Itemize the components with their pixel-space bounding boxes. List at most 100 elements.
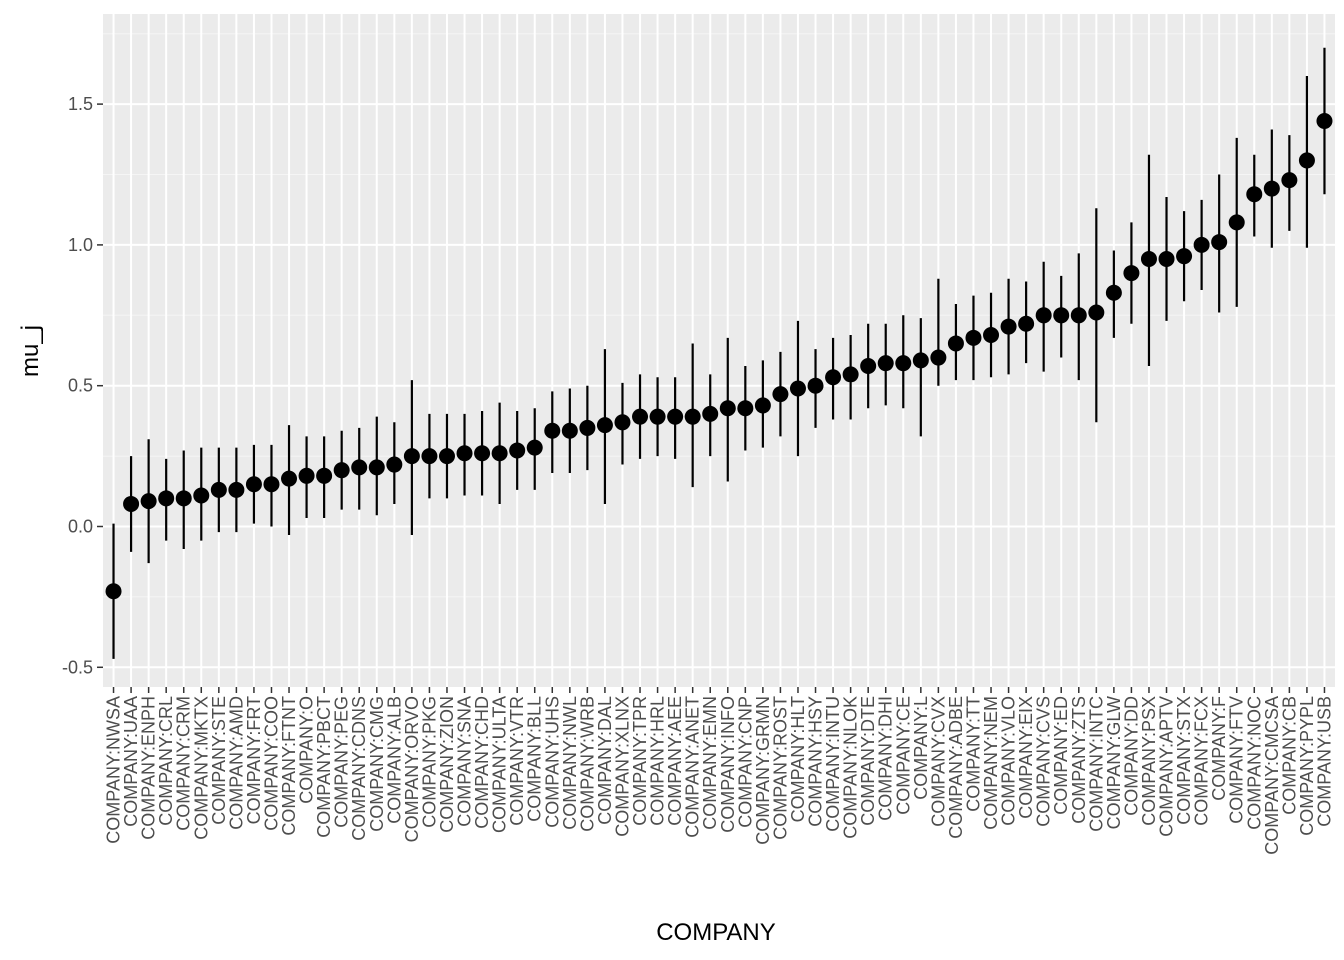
x-tick-label: COMPANY:INFO <box>718 696 738 833</box>
x-tick-label: COMPANY:TPR <box>630 696 650 826</box>
x-tick-label: COMPANY:APTV <box>1157 696 1177 837</box>
x-tick-label: COMPANY:COO <box>261 696 281 831</box>
data-point <box>789 380 806 397</box>
data-point <box>333 462 350 479</box>
plot-panel <box>103 14 1335 687</box>
data-point <box>298 467 315 484</box>
x-tick-label: COMPANY:XLNX <box>612 696 632 837</box>
x-tick-label: COMPANY:ED <box>1051 696 1071 815</box>
data-point <box>1105 284 1122 301</box>
x-tick-label: COMPANY:PEG <box>332 696 352 828</box>
data-point <box>772 386 789 403</box>
data-point <box>1053 307 1070 324</box>
major-gridlines <box>103 14 1335 687</box>
y-tick-label: 1.5 <box>68 94 93 114</box>
data-point <box>474 445 491 462</box>
data-point <box>1316 113 1333 130</box>
data-point <box>1158 250 1175 267</box>
data-point <box>1246 186 1263 203</box>
x-tick-label: COMPANY:ZION <box>437 696 457 833</box>
data-point <box>860 357 877 374</box>
data-point <box>895 355 912 372</box>
x-tick-label: COMPANY:DHI <box>876 696 896 821</box>
data-point <box>1000 318 1017 335</box>
data-point <box>1035 307 1052 324</box>
data-point <box>807 377 824 394</box>
x-tick-label: COMPANY:HRL <box>648 696 668 826</box>
y-tick-label: -0.5 <box>62 657 93 677</box>
data-points <box>105 113 1333 600</box>
x-tick-label: COMPANY:GRMN <box>753 696 773 845</box>
x-tick-label: COMPANY:BLL <box>525 696 545 822</box>
x-tick-label: COMPANY:HLT <box>788 696 808 822</box>
data-point <box>912 352 929 369</box>
x-tick-label: COMPANY:L <box>911 696 931 800</box>
minor-gridlines <box>103 33 1335 598</box>
data-point <box>316 467 333 484</box>
x-tick-label: COMPANY:CNP <box>735 696 755 828</box>
x-tick-label: COMPANY:DAL <box>595 696 615 825</box>
data-point <box>1018 315 1035 332</box>
x-tick-label: COMPANY:ALB <box>384 696 404 824</box>
data-point <box>105 583 122 600</box>
x-tick-label: COMPANY:TT <box>963 696 983 812</box>
y-axis-title: mu_j <box>17 325 44 377</box>
x-tick-label: COMPANY:ROST <box>770 696 790 840</box>
data-point <box>210 481 227 498</box>
data-point <box>526 439 543 456</box>
x-tick-label: COMPANY:PKG <box>419 696 439 828</box>
x-tick-label: COMPANY:CMG <box>367 696 387 832</box>
data-point <box>719 400 736 417</box>
x-tick-label: COMPANY:FTNT <box>279 696 299 836</box>
x-tick-label: COMPANY:SNA <box>455 696 475 827</box>
x-tick-label: COMPANY:STX <box>1174 696 1194 825</box>
x-tick-label: COMPANY:NWSA <box>104 696 124 844</box>
data-point <box>614 414 631 431</box>
data-point <box>579 419 596 436</box>
data-point <box>842 366 859 383</box>
y-axis-ticks: -0.5 0.0 0.5 1.0 1.5 <box>62 94 103 677</box>
y-tick-label: 1.0 <box>68 235 93 255</box>
data-point <box>544 422 561 439</box>
x-tick-label: COMPANY:FTV <box>1227 696 1247 824</box>
x-tick-label: COMPANY:CRM <box>174 696 194 831</box>
data-point <box>825 369 842 386</box>
x-tick-label: COMPANY:F <box>1209 696 1229 801</box>
x-tick-label: COMPANY:FCX <box>1192 696 1212 826</box>
x-tick-label: COMPANY:GLW <box>1104 696 1124 829</box>
data-point <box>632 408 649 425</box>
x-tick-label: COMPANY:CE <box>893 696 913 815</box>
data-point <box>123 495 140 512</box>
x-tick-label: COMPANY:CDNS <box>349 696 369 841</box>
x-tick-label: COMPANY:CB <box>1279 696 1299 815</box>
data-point <box>930 349 947 366</box>
x-tick-label: COMPANY:ZTS <box>1069 696 1089 824</box>
data-point <box>561 422 578 439</box>
data-point <box>403 448 420 465</box>
data-point <box>438 448 455 465</box>
x-tick-label: COMPANY:HSY <box>806 696 826 827</box>
x-tick-label: COMPANY:INTC <box>1086 696 1106 832</box>
data-point <box>368 459 385 476</box>
data-point <box>702 405 719 422</box>
data-point <box>877 355 894 372</box>
y-tick-label: 0.5 <box>68 376 93 396</box>
x-tick-label: COMPANY:ENPH <box>139 696 159 840</box>
data-point <box>596 417 613 434</box>
data-point <box>491 445 508 462</box>
data-point <box>649 408 666 425</box>
data-point <box>386 456 403 473</box>
data-point <box>754 397 771 414</box>
data-point <box>965 329 982 346</box>
x-tick-label: COMPANY:CVX <box>928 696 948 827</box>
data-point <box>456 445 473 462</box>
x-tick-label: COMPANY:ADBE <box>946 696 966 839</box>
x-tick-label: COMPANY:EMN <box>700 696 720 830</box>
x-tick-label: COMPANY:MKTX <box>191 696 211 840</box>
data-point <box>281 470 298 487</box>
data-point <box>1298 152 1315 169</box>
x-tick-label: COMPANY:STE <box>209 696 229 825</box>
x-tick-label: COMPANY:UAA <box>121 696 141 827</box>
data-point <box>351 459 368 476</box>
